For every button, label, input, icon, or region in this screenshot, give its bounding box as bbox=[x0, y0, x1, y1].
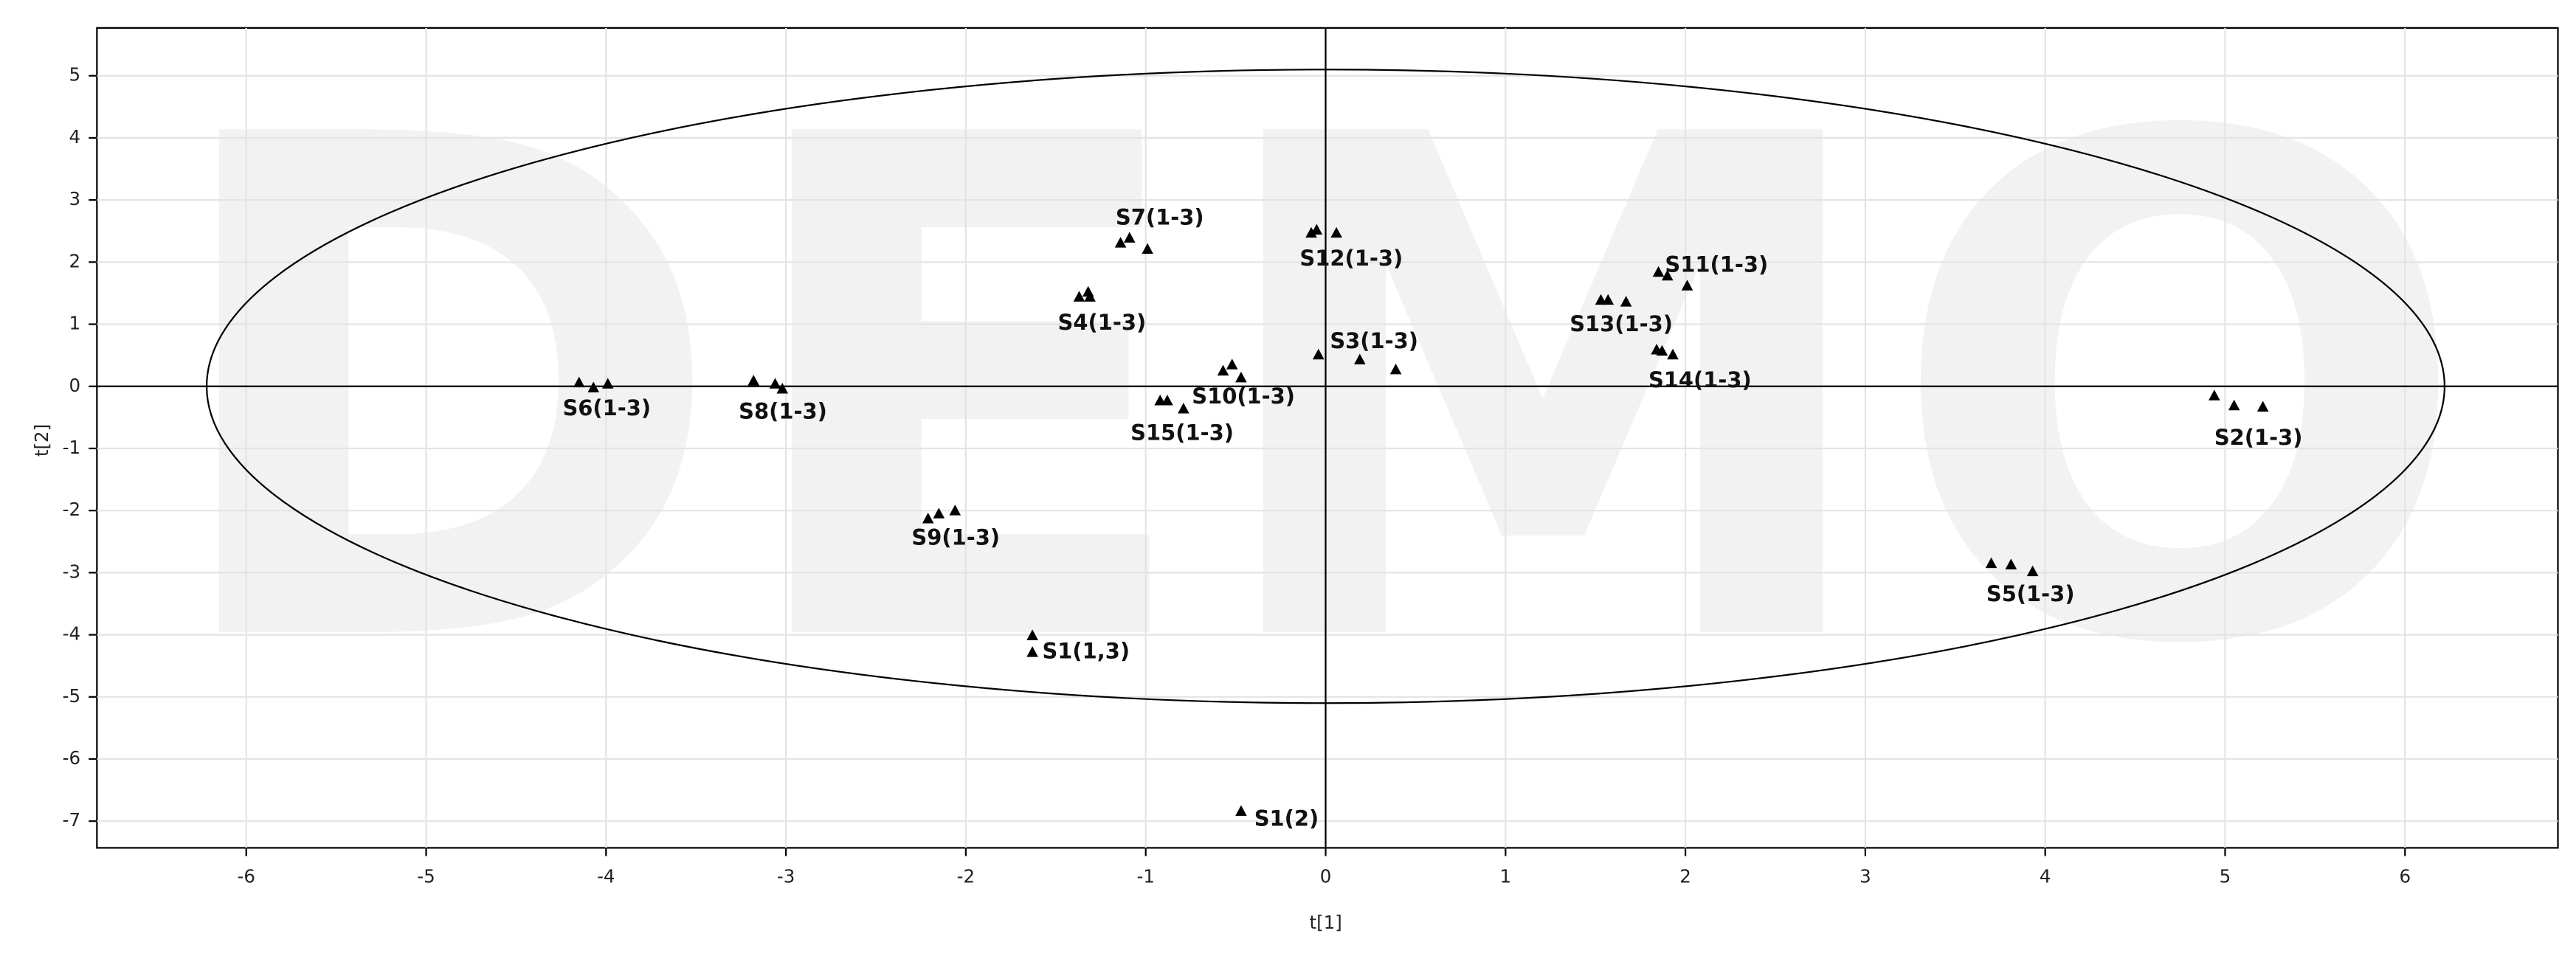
y-tick-label: -2 bbox=[63, 499, 80, 520]
data-point bbox=[1661, 269, 1674, 281]
data-point bbox=[1217, 364, 1229, 376]
point-label: S13(1-3) bbox=[1570, 311, 1673, 336]
confidence-ellipse bbox=[205, 69, 2446, 704]
data-point bbox=[1235, 371, 1247, 383]
data-point bbox=[769, 378, 781, 389]
data-point bbox=[1602, 294, 1615, 305]
data-point bbox=[601, 378, 614, 389]
data-point bbox=[2256, 401, 2269, 412]
y-axis-label: t[2] bbox=[31, 424, 52, 457]
data-point bbox=[1667, 348, 1679, 360]
point-label: S6(1-3) bbox=[562, 395, 651, 420]
data-point bbox=[2026, 565, 2039, 577]
data-point bbox=[1073, 291, 1085, 302]
data-point bbox=[1084, 291, 1096, 302]
data-point bbox=[776, 383, 789, 394]
point-label: S9(1-3) bbox=[911, 525, 1000, 550]
data-point bbox=[1142, 243, 1153, 254]
point-label: S10(1-3) bbox=[1192, 384, 1295, 409]
data-point bbox=[1161, 395, 1173, 406]
data-point bbox=[1389, 363, 1402, 375]
data-point bbox=[2209, 389, 2220, 401]
x-tick-label: 2 bbox=[1679, 866, 1691, 887]
point-label: S5(1-3) bbox=[1986, 581, 2075, 606]
data-point bbox=[1330, 226, 1342, 238]
data-point bbox=[1235, 805, 1247, 817]
y-tick-label: -1 bbox=[63, 437, 80, 458]
data-point bbox=[1620, 296, 1632, 307]
data-point bbox=[1681, 280, 1693, 291]
y-tick-label: 2 bbox=[69, 250, 81, 271]
point-label: S1(2) bbox=[1254, 806, 1319, 831]
x-tick-label: 0 bbox=[1320, 866, 1332, 887]
data-point bbox=[1178, 403, 1189, 414]
y-tick-label: 1 bbox=[69, 313, 81, 334]
data-point bbox=[1312, 348, 1325, 360]
data-point bbox=[1123, 232, 1136, 243]
data-point bbox=[2228, 399, 2240, 411]
y-tick-label: 3 bbox=[69, 188, 81, 209]
data-point bbox=[747, 375, 760, 386]
data-point bbox=[933, 507, 945, 519]
data-point bbox=[1656, 344, 1668, 356]
x-tick-label: -5 bbox=[417, 866, 435, 887]
x-tick-label: 4 bbox=[2040, 866, 2051, 887]
x-tick-label: -4 bbox=[597, 866, 615, 887]
data-point bbox=[949, 505, 961, 516]
point-label: S8(1-3) bbox=[739, 398, 827, 423]
data-point bbox=[1652, 266, 1665, 277]
y-tick-label: -7 bbox=[63, 809, 80, 831]
data-point bbox=[1114, 237, 1127, 248]
point-label: S11(1-3) bbox=[1665, 252, 1768, 277]
data-point bbox=[1305, 226, 1317, 238]
point-label: S3(1-3) bbox=[1330, 328, 1418, 353]
point-label: S7(1-3) bbox=[1116, 205, 1204, 230]
data-point bbox=[1154, 395, 1166, 406]
x-tick-label: 1 bbox=[1500, 866, 1512, 887]
y-tick-label: 0 bbox=[69, 375, 81, 396]
x-axis-label: t[1] bbox=[1310, 912, 1342, 933]
data-point bbox=[1354, 353, 1366, 364]
y-tick-label: -6 bbox=[63, 747, 80, 769]
data-point bbox=[573, 376, 585, 388]
x-tick-label: -1 bbox=[1136, 866, 1154, 887]
x-tick-label: 3 bbox=[1860, 866, 1871, 887]
data-point bbox=[587, 381, 600, 392]
data-point bbox=[1026, 629, 1038, 640]
watermark: DEMO bbox=[156, 0, 2473, 795]
y-tick-label: -4 bbox=[63, 623, 80, 645]
point-label: S15(1-3) bbox=[1130, 420, 1234, 446]
x-tick-label: -3 bbox=[777, 866, 795, 887]
point-label: S2(1-3) bbox=[2214, 425, 2303, 450]
data-point bbox=[1226, 358, 1238, 370]
plot-frame bbox=[96, 27, 2559, 849]
data-point bbox=[1595, 294, 1607, 305]
point-label: S4(1-3) bbox=[1058, 310, 1147, 335]
data-point bbox=[1311, 223, 1323, 235]
x-tick-label: 6 bbox=[2399, 866, 2411, 887]
data-point bbox=[922, 513, 934, 524]
x-tick-label: -2 bbox=[957, 866, 975, 887]
x-tick-label: 5 bbox=[2220, 866, 2231, 887]
point-label: S1(1,3) bbox=[1042, 639, 1130, 664]
data-point bbox=[1985, 557, 1997, 569]
y-tick-label: -3 bbox=[63, 561, 80, 582]
x-tick-label: -6 bbox=[238, 866, 255, 887]
y-tick-label: 4 bbox=[69, 126, 81, 148]
y-tick-label: -5 bbox=[63, 685, 80, 707]
data-point bbox=[1026, 646, 1038, 657]
point-label: S12(1-3) bbox=[1299, 246, 1403, 271]
data-point bbox=[2005, 558, 2017, 569]
point-label: S14(1-3) bbox=[1648, 367, 1752, 392]
y-tick-label: 5 bbox=[69, 64, 81, 86]
